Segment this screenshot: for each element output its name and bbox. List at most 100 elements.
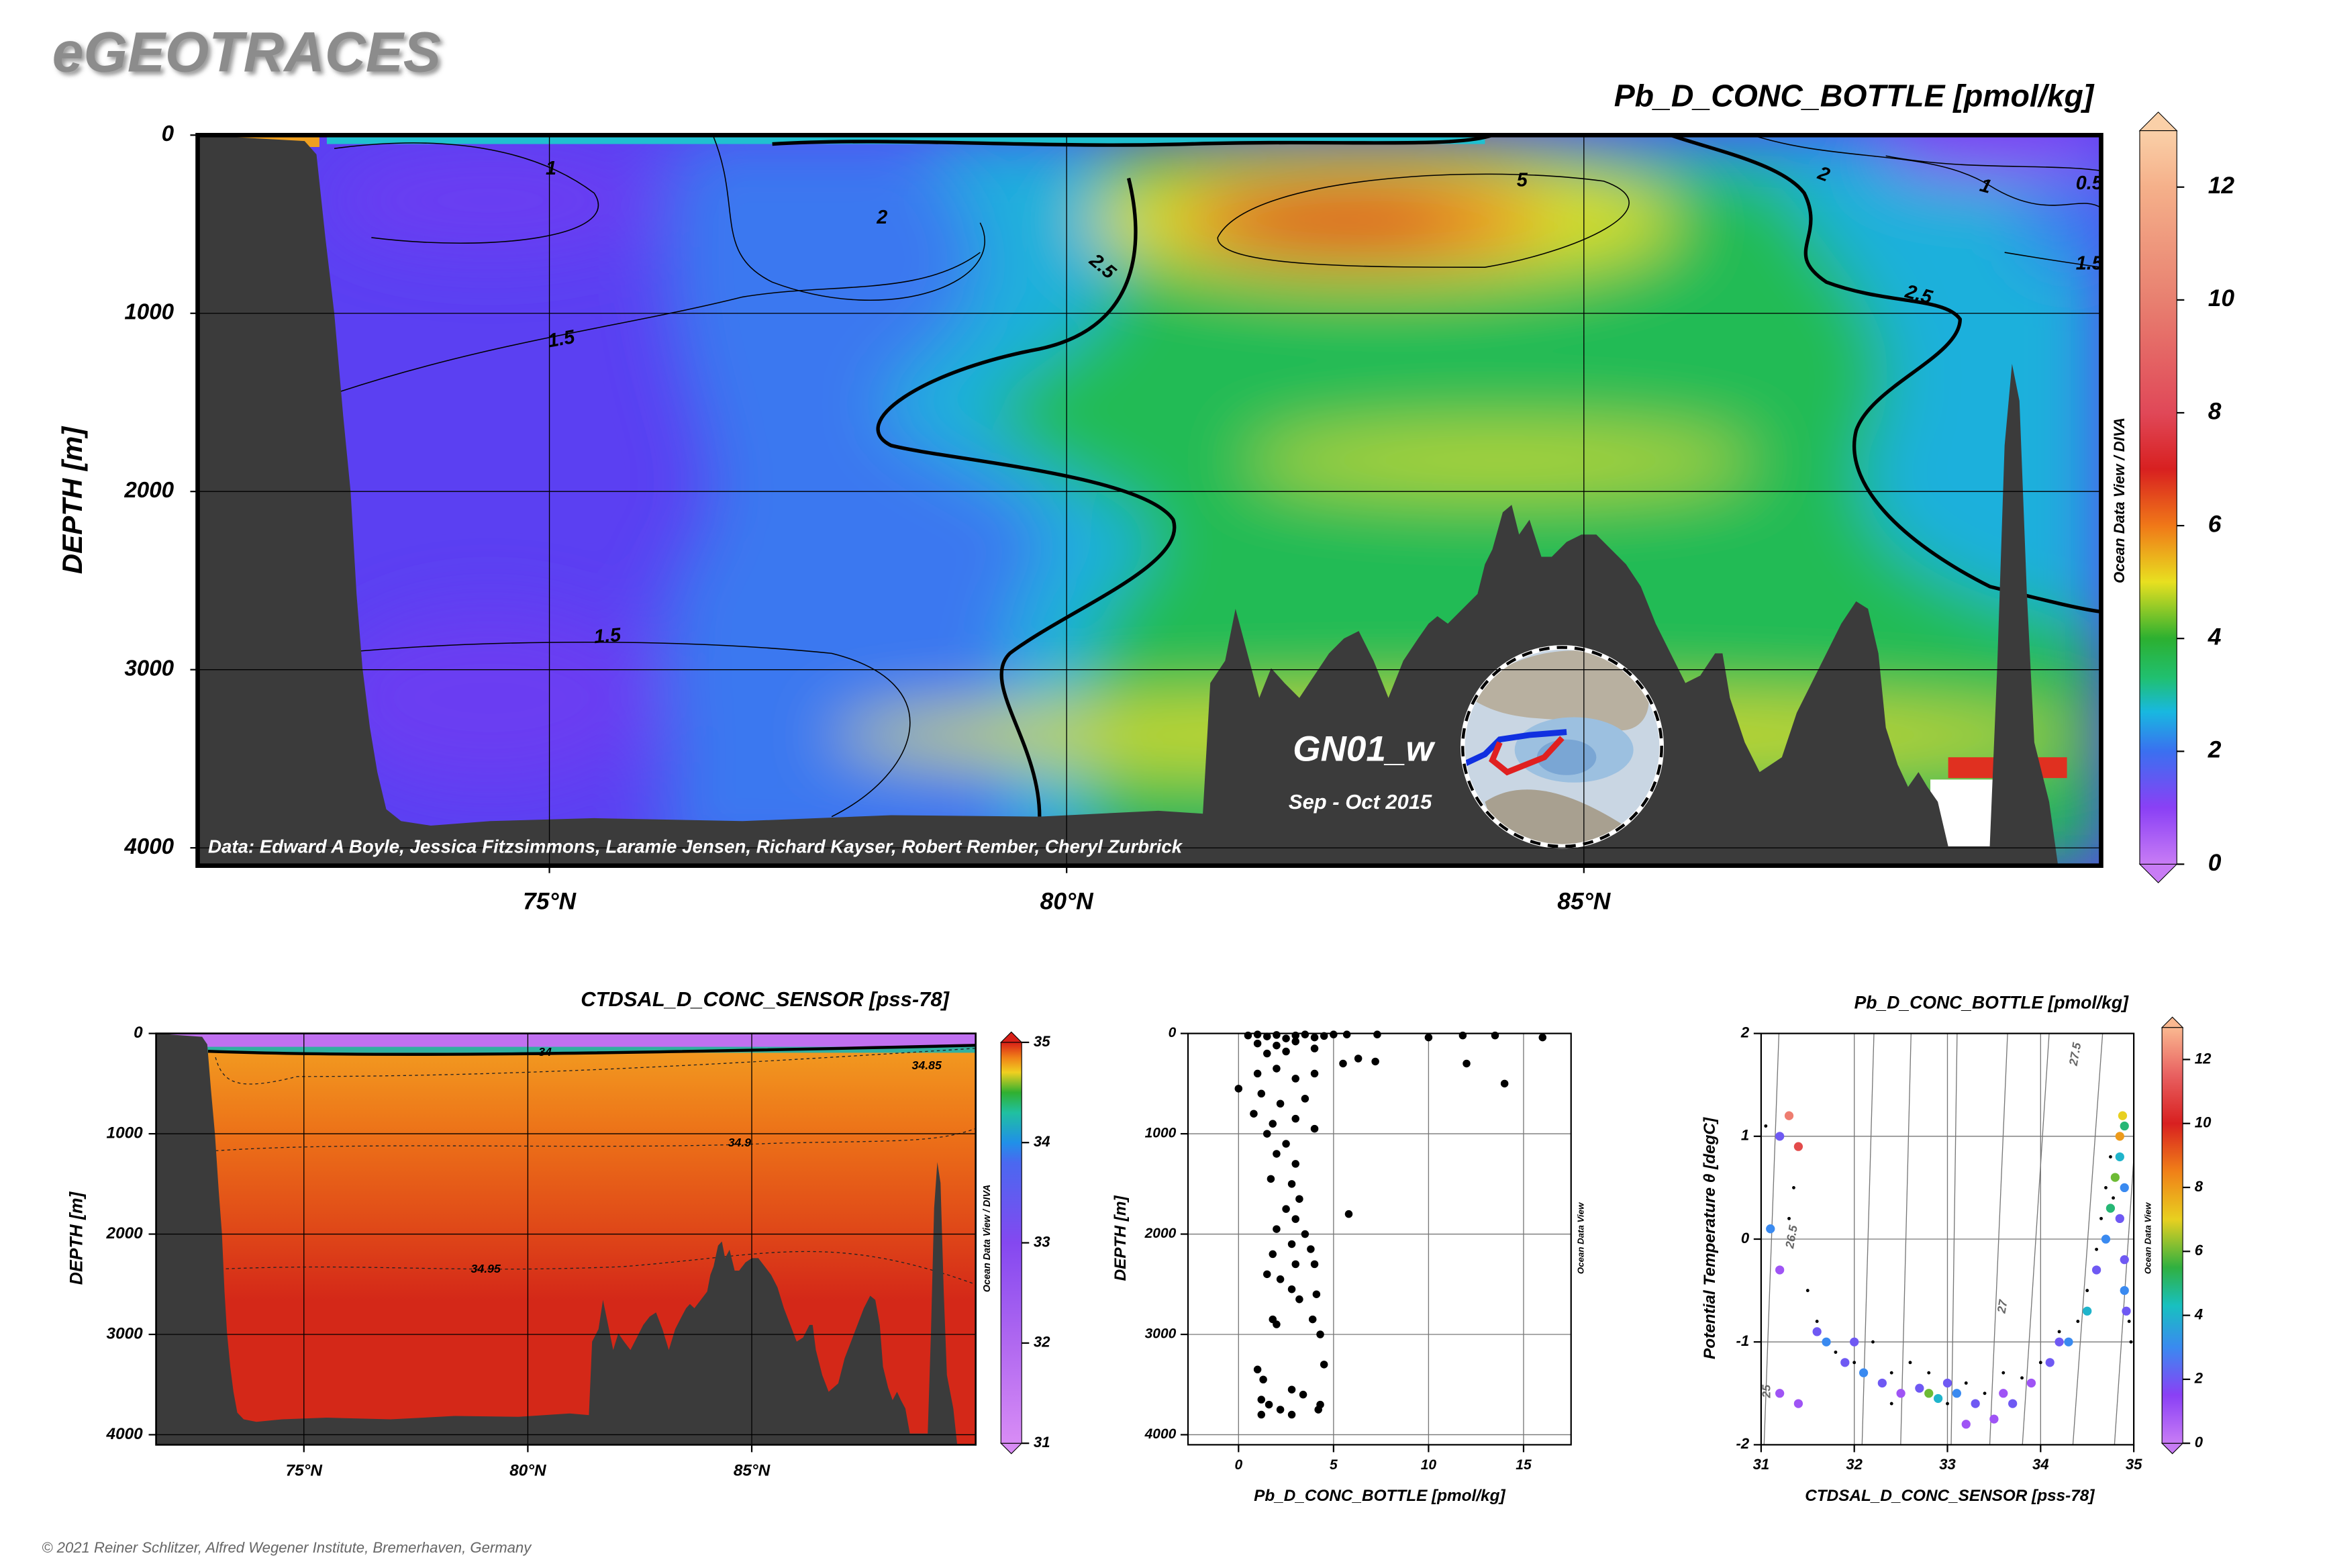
y-axis-label: DEPTH [m] [66, 1191, 86, 1285]
plot-frame [1187, 1032, 1572, 1446]
x-axis-label: Pb_D_CONC_BOTTLE [pmol/kg] [1254, 1487, 1505, 1505]
colorbar-bottom-tip [2161, 1442, 2184, 1455]
data-point [1344, 1210, 1353, 1218]
y-tick-label: 3000 [107, 1324, 144, 1342]
data-point [2026, 1378, 2036, 1388]
data-point [1253, 1039, 1262, 1048]
data-point [2112, 1196, 2116, 1200]
data-point [1269, 1120, 1277, 1128]
contour-label: 34.95 [471, 1262, 501, 1275]
annotation-watermark: Ocean Data View [2143, 1202, 2153, 1274]
colorbar-top-tip [2161, 1016, 2184, 1028]
y-tick-label: 3000 [124, 656, 174, 681]
y-tick-label: 1 [1741, 1127, 1749, 1144]
colorbar-tick-label: 0 [2208, 850, 2222, 876]
colorbar-bottom-tip [2138, 863, 2178, 883]
data-point [1269, 1250, 1277, 1259]
colorbar-tick-label: 33 [1034, 1233, 1050, 1250]
colorbar-tick-label: 10 [2208, 285, 2235, 311]
data-point [1784, 1111, 1794, 1120]
colorbar-tick-label: 8 [2195, 1178, 2204, 1195]
y-tick-label: 0 [1169, 1025, 1177, 1040]
data-point [2129, 1340, 2133, 1344]
data-point [1320, 1361, 1328, 1369]
colorbar [2139, 130, 2177, 865]
data-point [1273, 1041, 1281, 1050]
data-point [1952, 1389, 1962, 1398]
annotation-watermark: Ocean Data View / DIVA [982, 1185, 993, 1292]
contour-label: 1.5 [2076, 252, 2103, 274]
data-point [1793, 1142, 1803, 1151]
chart-title: Pb_D_CONC_BOTTLE [pmol/kg] [1854, 992, 2129, 1012]
data-point [1852, 1361, 1856, 1365]
data-point [1316, 1330, 1324, 1338]
x-tick-label: 75°N [286, 1462, 323, 1480]
y-tick-label: 2000 [106, 1224, 144, 1242]
contour-label: 1.5 [593, 624, 623, 648]
x-tick-label: 34 [2032, 1456, 2049, 1473]
data-point [1295, 1195, 1303, 1203]
colorbar-tick-label: 35 [1034, 1033, 1050, 1050]
data-point [1307, 1245, 1315, 1253]
colorbar-tick-label: 34 [1034, 1133, 1050, 1150]
data-point [1282, 1047, 1290, 1056]
x-tick-label: 32 [1846, 1456, 1863, 1473]
data-point [1964, 1381, 1968, 1385]
x-tick-label: 5 [1330, 1457, 1338, 1473]
data-point [1933, 1393, 1943, 1404]
data-point [1877, 1378, 1887, 1388]
footer: © 2021 Reiner Schlitzer, Alfred Wegener … [42, 1539, 532, 1556]
data-point [2020, 1376, 2024, 1380]
data-point [1308, 1315, 1317, 1324]
data-point [1971, 1399, 1980, 1408]
x-tick-label: 75°N [523, 888, 577, 914]
colorbar-tick-label: 4 [2208, 624, 2222, 650]
y-tick-label: 1000 [1145, 1126, 1177, 1141]
data-point [1342, 1030, 1351, 1038]
contour-label: 5 [1517, 169, 1528, 191]
plot-frame [1760, 1032, 2135, 1446]
data-point [2057, 1330, 2061, 1334]
data-point [2118, 1111, 2128, 1120]
data-point [1273, 1065, 1281, 1073]
y-tick-label: 0 [134, 1024, 143, 1042]
annotation-period: Sep - Oct 2015 [1289, 790, 1432, 814]
data-point [1282, 1034, 1290, 1042]
data-point [1310, 1044, 1319, 1052]
data-point [1291, 1160, 1299, 1168]
data-point [1310, 1124, 1319, 1133]
contour-label: 34.85 [912, 1059, 942, 1072]
data-point [1295, 1295, 1303, 1304]
data-point [1263, 1270, 1271, 1279]
y-tick-label: 3000 [1145, 1326, 1177, 1342]
x-tick-label: 33 [1939, 1456, 1956, 1473]
contour-label: 34 [538, 1045, 552, 1059]
data-point [1287, 1385, 1296, 1393]
data-point [1234, 1085, 1243, 1093]
y-axis-label: DEPTH [m] [1111, 1195, 1130, 1281]
data-point [1424, 1033, 1433, 1042]
data-point [1927, 1371, 1931, 1375]
y-tick-label: 4000 [1144, 1426, 1177, 1442]
y-tick-label: 2000 [1144, 1226, 1177, 1241]
pb-field [197, 135, 2101, 866]
colorbar-tick-label: 4 [2194, 1306, 2203, 1322]
data-point [1312, 1290, 1321, 1298]
y-tick-label: 0 [1741, 1230, 1750, 1246]
data-point [1314, 1406, 1322, 1414]
data-point [1766, 1224, 1775, 1234]
data-point [1291, 1075, 1299, 1083]
chart-title: CTDSAL_D_CONC_SENSOR [pss-78] [581, 987, 950, 1011]
contour-label: 1 [1977, 175, 1993, 198]
data-point [1273, 1320, 1281, 1328]
data-point [2101, 1234, 2111, 1244]
data-point [1463, 1059, 1471, 1068]
data-point [1946, 1402, 1949, 1406]
colorbar-tick-label: 12 [2195, 1050, 2212, 1067]
data-point [2104, 1185, 2108, 1189]
colorbar-tick-label: 2 [2194, 1370, 2204, 1387]
x-tick-label: 85°N [734, 1462, 771, 1480]
x-tick-label: 85°N [1557, 888, 1611, 914]
colorbar-top-tip [999, 1031, 1023, 1043]
data-point [2099, 1216, 2103, 1220]
